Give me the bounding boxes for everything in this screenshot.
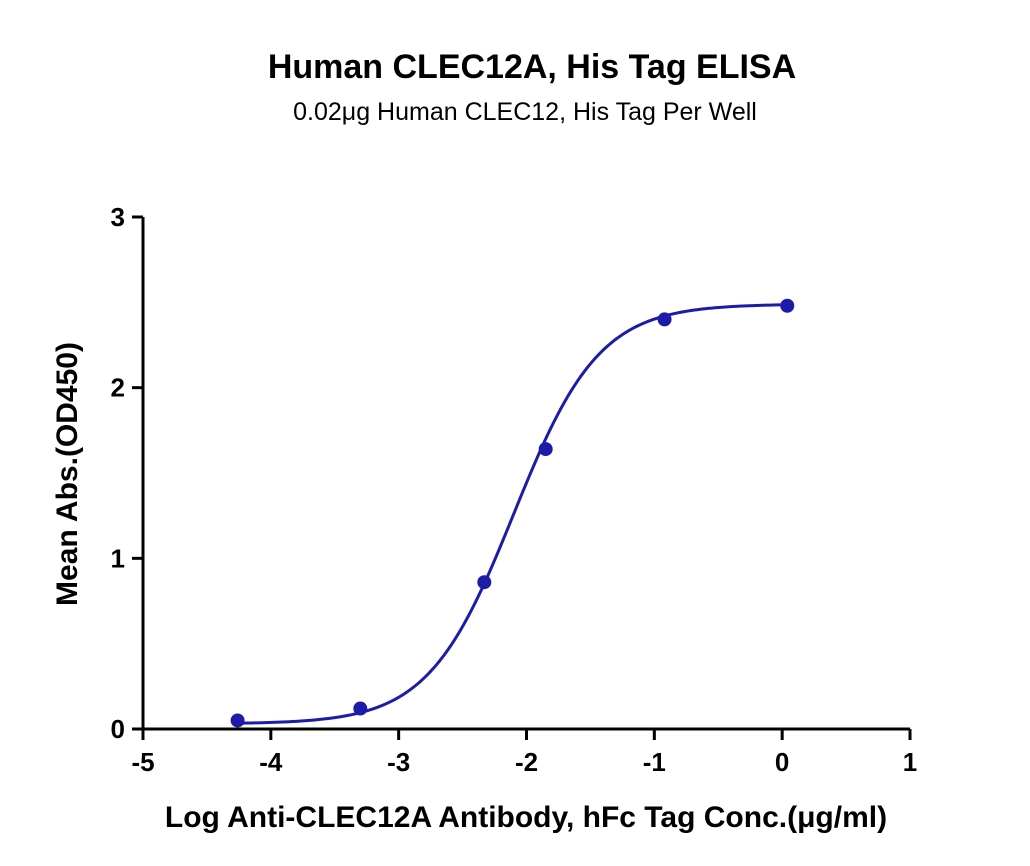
y-axis-label: Mean Abs.(OD450) [51, 342, 84, 606]
y-tick-label: 2 [111, 373, 125, 403]
y-tick-label: 1 [111, 543, 125, 573]
x-tick-label: -5 [131, 747, 154, 777]
x-tick-label: -2 [515, 747, 538, 777]
data-point [230, 713, 245, 728]
x-axis-ticks: -5 -4 -3 -2 -1 0 1 [131, 729, 917, 777]
x-tick-label: 1 [903, 747, 917, 777]
y-tick-label: 0 [111, 714, 125, 744]
chart-subtitle: 0.02μg Human CLEC12, His Tag Per Well [293, 98, 757, 126]
x-tick-label: 0 [775, 747, 789, 777]
x-tick-label: -3 [387, 747, 410, 777]
x-axis-label: Log Anti-CLEC12A Antibody, hFc Tag Conc.… [165, 801, 887, 834]
x-tick-label: -4 [259, 747, 283, 777]
data-points [230, 298, 795, 728]
y-axis-ticks: 0 1 2 3 [111, 202, 143, 744]
y-tick-label: 3 [111, 202, 125, 232]
data-point [780, 298, 795, 313]
data-point [353, 701, 368, 716]
data-point [538, 442, 553, 457]
x-tick-label: -1 [643, 747, 666, 777]
chart-title: Human CLEC12A, His Tag ELISA [268, 48, 796, 86]
data-point [657, 312, 672, 327]
fit-curve [237, 303, 788, 725]
data-point [477, 575, 492, 590]
